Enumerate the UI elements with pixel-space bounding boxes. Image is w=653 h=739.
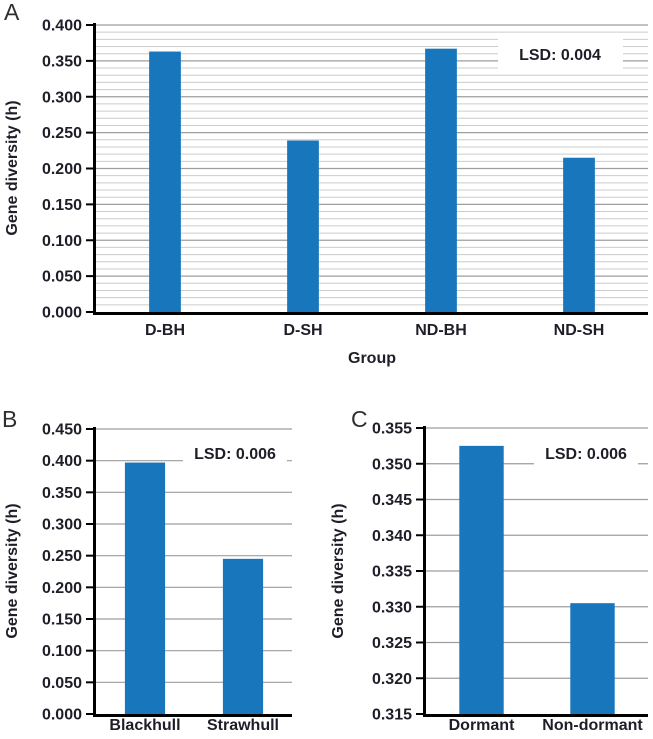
y-tick-label: 0.300 (42, 89, 82, 106)
y-tick-label: 0.150 (42, 197, 82, 214)
x-tick-label: D-SH (283, 322, 322, 339)
x-tick-label: D-BH (145, 322, 185, 339)
bar-strawhull (222, 558, 264, 714)
x-tick-label: ND-SH (554, 322, 605, 339)
y-tick-label: 0.300 (42, 517, 82, 534)
y-tick-label: 0.340 (372, 528, 412, 545)
y-tick-label: 0.150 (42, 612, 82, 629)
x-axis (423, 714, 648, 717)
y-tick-label: 0.325 (372, 635, 412, 652)
y-tick-label: 0.450 (42, 422, 82, 439)
y-tick-label: 0.200 (42, 580, 82, 597)
panel-label: C (351, 406, 368, 432)
y-tick-label: 0.335 (372, 564, 412, 581)
x-axis (93, 312, 648, 315)
chart-panel-a: 0.400 0.350 0.300 0.250 0.200 0.150 0.100 0.050… (4, 0, 648, 367)
bar-nd-bh (425, 48, 457, 313)
y-tick-label: 0.320 (372, 671, 412, 688)
y-tick-label: 0.350 (42, 485, 82, 502)
bar-nd-sh (563, 157, 595, 312)
chart-panel-b: 0.450 0.400 0.350 0.300 0.250 0.200 0.150 0.100… (2, 406, 292, 734)
lsd-annotation: LSD: 0.006 (545, 446, 627, 463)
x-tick-label: ND-BH (415, 322, 467, 339)
y-tick-label: 0.400 (42, 453, 82, 470)
y-axis-title: Gene diversity (h) (4, 503, 21, 638)
y-tick-label: 0.200 (42, 161, 82, 178)
x-axis (93, 714, 292, 717)
panel-label: A (4, 0, 20, 25)
chart-panel-c: 0.355 0.350 0.345 0.340 0.335 0.330 0.325 0.320… (330, 406, 648, 734)
panel-label: B (2, 406, 17, 432)
x-axis-title: Group (348, 350, 396, 367)
bar-blackhull (124, 462, 166, 714)
y-tick-label: 0.000 (42, 707, 82, 724)
lsd-annotation-box (183, 437, 287, 470)
y-tick-label: 0.100 (42, 233, 82, 250)
x-tick-label: Dormant (449, 717, 515, 734)
y-tick-label: 0.100 (42, 643, 82, 660)
y-tick-label: 0.350 (42, 53, 82, 70)
y-tick-label: 0.345 (372, 492, 412, 509)
y-tick-label: 0.315 (372, 707, 412, 724)
y-tick-label: 0.250 (42, 548, 82, 565)
x-tick-label: Strawhull (207, 717, 279, 734)
lsd-annotation-box (534, 437, 638, 470)
y-tick-label: 0.000 (42, 305, 82, 322)
bar-d-bh (149, 51, 181, 313)
bar-non-dormant (570, 603, 615, 714)
y-tick-label: 0.350 (372, 456, 412, 473)
y-axis (93, 427, 96, 717)
y-tick-label: 0.050 (42, 675, 82, 692)
lsd-annotation: LSD: 0.004 (519, 47, 601, 64)
y-axis-title: Gene diversity (h) (330, 503, 347, 638)
y-tick-label: 0.400 (42, 18, 82, 35)
bar-dormant (459, 445, 504, 714)
y-tick-label: 0.330 (372, 599, 412, 616)
x-tick-label: Blackhull (109, 717, 180, 734)
y-tick-label: 0.050 (42, 269, 82, 286)
lsd-annotation-box (498, 34, 623, 70)
y-axis (423, 426, 426, 717)
y-axis-title: Gene diversity (h) (4, 100, 21, 235)
lsd-annotation: LSD: 0.006 (194, 446, 276, 463)
y-tick-label: 0.250 (42, 125, 82, 142)
y-tick-label: 0.355 (372, 421, 412, 438)
y-axis (93, 23, 96, 315)
x-tick-label: Non-dormant (542, 717, 643, 734)
bar-d-sh (287, 140, 319, 312)
